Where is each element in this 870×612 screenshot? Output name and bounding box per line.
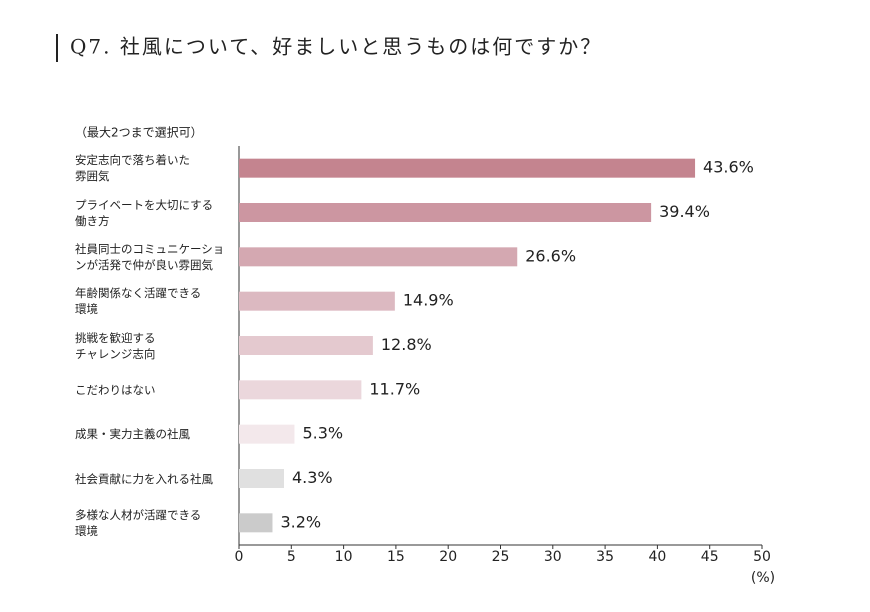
x-tick-label: 45 — [701, 549, 719, 565]
bar — [239, 424, 295, 444]
bar — [239, 336, 373, 355]
category-label: こだわりはない — [75, 382, 156, 397]
bar — [239, 158, 696, 178]
x-tick-label: 30 — [544, 549, 562, 565]
x-tick-label: 40 — [648, 549, 666, 565]
x-tick-label: 50 — [753, 549, 771, 565]
x-tick-label: 5 — [287, 549, 296, 565]
value-label: 39.4% — [659, 202, 710, 221]
value-label: 43.6% — [703, 158, 754, 177]
bar — [239, 203, 652, 222]
value-label: 26.6% — [525, 246, 576, 265]
x-axis-label: (%) — [751, 570, 775, 586]
category-label: 挑戦を歓迎する チャレンジ志向 — [75, 330, 156, 361]
category-label: 社会貢献に力を入れる社風 — [75, 471, 213, 486]
bar — [239, 469, 284, 488]
value-label: 14.9% — [403, 291, 454, 310]
value-label: 3.2% — [280, 512, 321, 531]
category-label: 多様な人材が活躍できる 環境 — [75, 507, 202, 538]
category-label: 安定志向で落ち着いた 雰囲気 — [75, 153, 190, 184]
category-label: プライベートを大切にする 働き方 — [75, 197, 214, 228]
category-label: 成果・実力主義の社風 — [75, 427, 190, 442]
value-label: 11.7% — [369, 379, 420, 398]
category-label: 年齢関係なく活躍できる 環境 — [75, 286, 202, 317]
category-label: 社員同士のコミュニケーショ ンが活発で仲が良い雰囲気 — [75, 241, 225, 272]
x-tick-label: 35 — [596, 549, 614, 565]
x-tick-label: 0 — [235, 549, 244, 565]
x-tick-label: 25 — [492, 549, 510, 565]
x-tick-label: 10 — [335, 549, 353, 565]
bar — [239, 291, 395, 311]
note: （最大2つまで選択可） — [75, 126, 203, 140]
bar — [239, 247, 518, 267]
bar — [239, 380, 362, 400]
chart-title: Q7. 社風について、好ましいと思うものは何ですか？ — [70, 35, 602, 59]
bar — [239, 513, 273, 533]
value-label: 12.8% — [381, 335, 432, 354]
x-tick-label: 20 — [439, 549, 457, 565]
value-label: 5.3% — [302, 424, 343, 443]
value-label: 4.3% — [292, 468, 333, 487]
x-tick-label: 15 — [387, 549, 405, 565]
